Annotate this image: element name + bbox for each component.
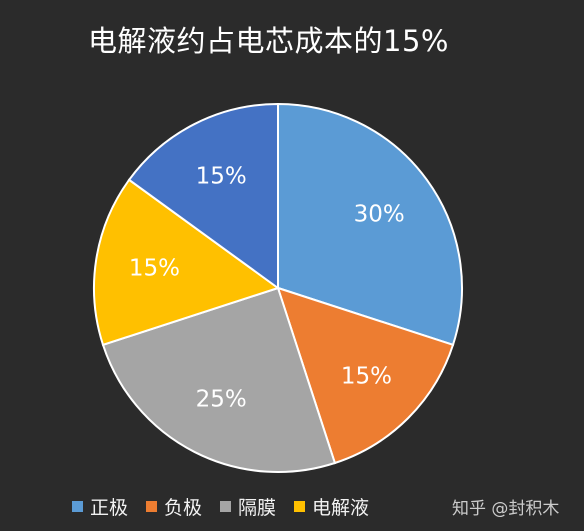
watermark: 知乎 @封积木 bbox=[452, 494, 559, 519]
pie-slice-cathode bbox=[277, 102, 463, 347]
legend-item-separator: 隔膜 bbox=[220, 493, 276, 520]
legend-label-separator: 隔膜 bbox=[238, 496, 277, 519]
legend-swatch-cathode bbox=[72, 500, 83, 512]
legend-swatch-separator bbox=[220, 500, 232, 512]
pie-label-cathode: 30% bbox=[354, 201, 405, 227]
watermark-text: 知乎 @封积木 bbox=[452, 499, 560, 519]
legend: 正极 负极 隔膜 电解液 bbox=[72, 492, 387, 520]
chart-title: 电解液约占电芯成本的15% bbox=[88, 24, 449, 58]
pie-label-separator: 25% bbox=[196, 386, 247, 412]
pie-slice-electrolyte bbox=[93, 178, 281, 347]
legend-swatch-anode bbox=[146, 500, 158, 512]
pie-label-electrolyte: 15% bbox=[129, 255, 180, 281]
legend-item-electrolyte: 电解液 bbox=[294, 493, 369, 520]
legend-label-cathode: 正极 bbox=[90, 496, 129, 519]
legend-swatch-electrolyte bbox=[294, 500, 306, 512]
pie-slice-other bbox=[127, 102, 279, 290]
pie-slice-separator bbox=[101, 286, 337, 473]
legend-label-electrolyte: 电解液 bbox=[312, 496, 370, 519]
pie-slice-anode bbox=[276, 286, 455, 465]
legend-item-anode: 负极 bbox=[146, 493, 202, 520]
pie-label-other: 15% bbox=[196, 164, 247, 190]
pie-label-anode: 15% bbox=[341, 363, 392, 389]
legend-item-cathode: 正极 bbox=[72, 493, 128, 520]
legend-label-anode: 负极 bbox=[164, 496, 203, 519]
